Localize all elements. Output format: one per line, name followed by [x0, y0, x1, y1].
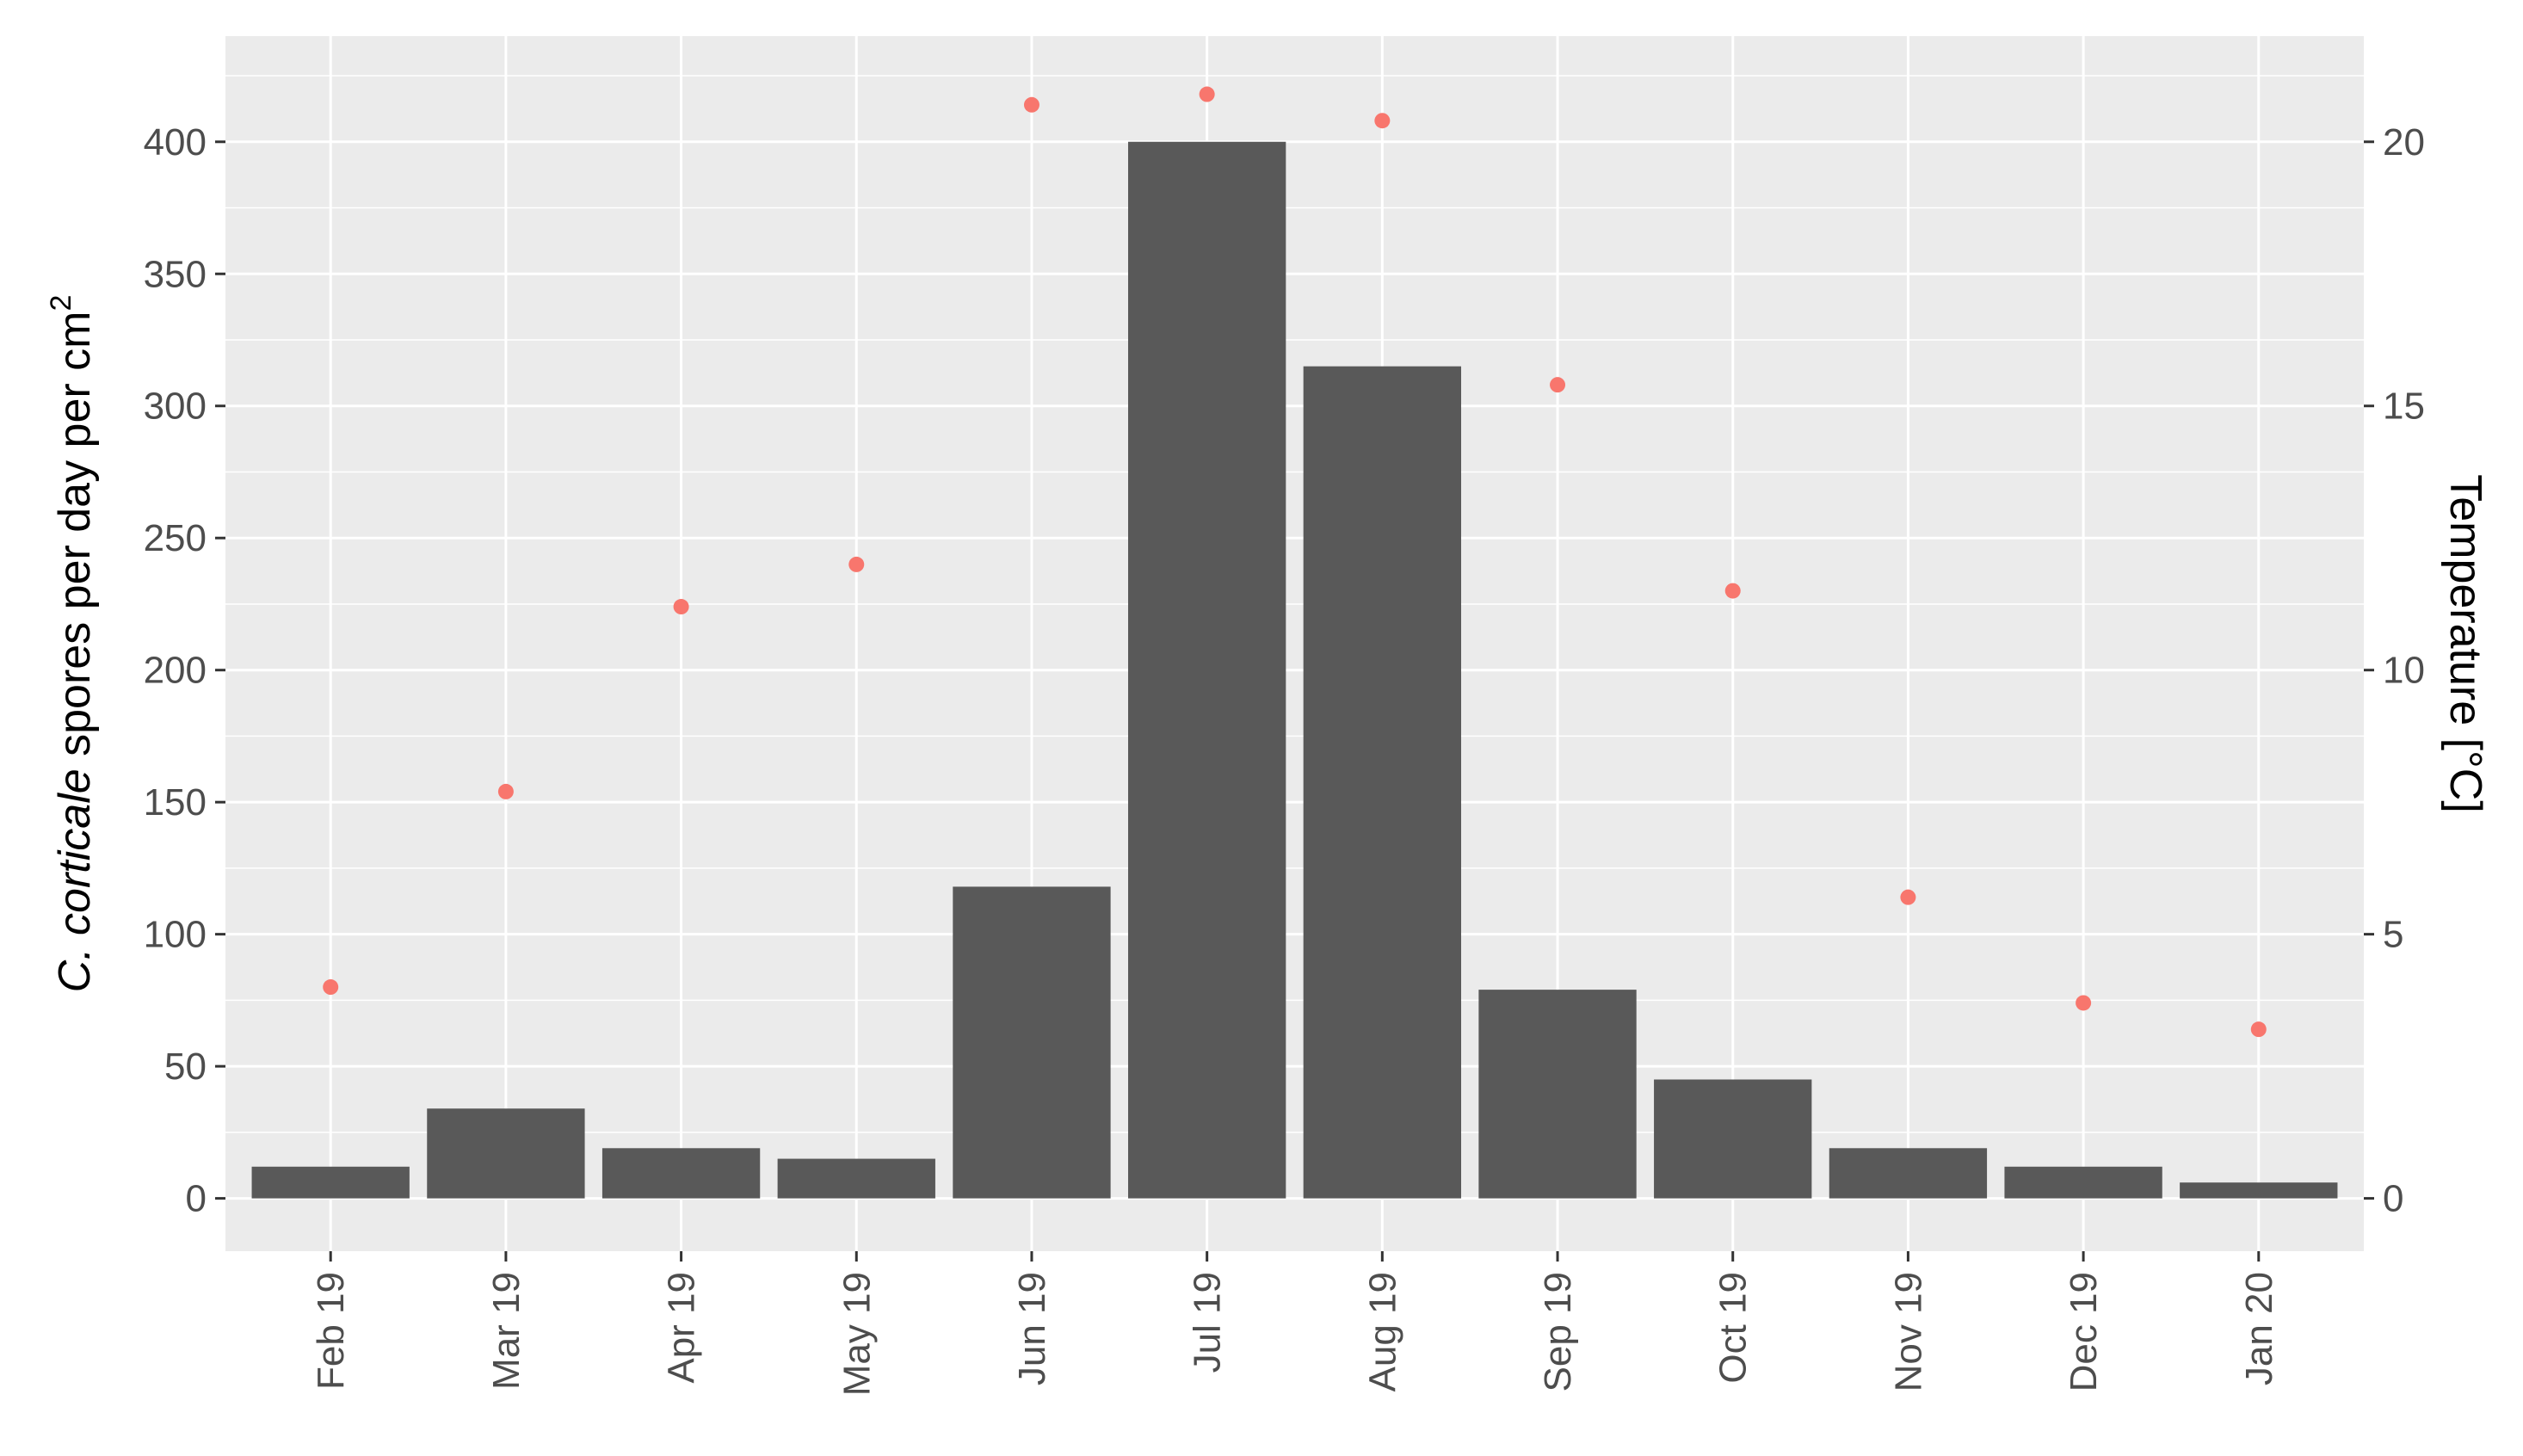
temperature-point: [1023, 96, 1039, 113]
bar: [953, 886, 1111, 1199]
x-tick-label: Sep 19: [1537, 1272, 1579, 1391]
y-axis-title-superscript: 2: [45, 295, 77, 312]
y2-tick-label: 15: [2383, 386, 2425, 428]
y-tick-label: 300: [144, 386, 207, 428]
y-tick-label: 150: [144, 781, 207, 824]
temperature-point: [673, 599, 689, 615]
x-tick-label: Apr 19: [661, 1272, 703, 1384]
y2-tick-label: 5: [2383, 914, 2403, 956]
y2-axis-title: Temperature [°C]: [2440, 474, 2490, 813]
left-y-axis: 0 50 100 150 200 250 300 350 400: [144, 121, 225, 1220]
x-tick-label: Jun 19: [1011, 1272, 1053, 1385]
minor-gridlines: [225, 75, 2364, 1133]
temperature-point: [848, 556, 865, 572]
temperature-points: [323, 86, 2267, 1038]
temperature-point: [1550, 377, 1566, 393]
y-tick-label: 0: [186, 1178, 207, 1220]
x-axis: Feb 19 Mar 19 Apr 19 May 19 Jun 19 Jul 19 Aug …: [310, 1251, 2280, 1396]
y-axis-title-italic: C. corticale: [50, 768, 100, 992]
bar-series: [251, 141, 2338, 1199]
y-axis-title-main: spores per day per cm: [50, 312, 100, 769]
temperature-point: [1374, 113, 1391, 129]
bar: [2004, 1166, 2162, 1199]
temperature-point: [497, 783, 514, 799]
y-tick-label: 350: [144, 253, 207, 295]
x-tick-label: Dec 19: [2063, 1272, 2105, 1391]
temperature-point: [1724, 583, 1741, 599]
temperature-point: [1900, 889, 1916, 905]
x-tick-label: Jan 20: [2238, 1272, 2280, 1385]
y-tick-label: 50: [164, 1046, 207, 1088]
x-tick-label: Aug 19: [1361, 1272, 1403, 1391]
y-tick-label: 200: [144, 650, 207, 692]
x-tick-label: Jul 19: [1187, 1272, 1229, 1373]
bar: [2180, 1182, 2338, 1199]
y-axis-title: C. corticale spores per day per cm2: [45, 295, 100, 993]
y2-tick-label: 0: [2383, 1178, 2403, 1220]
right-y-axis: 0 5 10 15 20: [2364, 121, 2425, 1220]
bar: [1303, 366, 1462, 1199]
x-tick-label: May 19: [836, 1272, 878, 1396]
bar: [251, 1166, 410, 1199]
y2-tick-label: 10: [2383, 650, 2425, 692]
bar: [1127, 141, 1286, 1199]
plot-panel: [225, 36, 2364, 1251]
bar: [777, 1158, 935, 1199]
x-tick-label: Feb 19: [310, 1272, 352, 1390]
bar: [1478, 990, 1637, 1199]
bar: [1654, 1079, 1812, 1199]
temperature-point: [1199, 86, 1215, 102]
bar: [1829, 1148, 1988, 1199]
bar: [601, 1148, 761, 1199]
y-tick-label: 100: [144, 914, 207, 956]
temperature-point: [323, 979, 339, 996]
temperature-point: [2076, 995, 2092, 1011]
y2-tick-label: 20: [2383, 121, 2425, 163]
y-tick-label: 400: [144, 121, 207, 163]
x-tick-label: Nov 19: [1887, 1272, 1929, 1391]
x-tick-label: Oct 19: [1712, 1272, 1755, 1384]
temperature-point: [2250, 1021, 2267, 1038]
x-tick-label: Mar 19: [485, 1272, 527, 1390]
y-tick-label: 250: [144, 517, 207, 559]
bar: [427, 1108, 585, 1199]
